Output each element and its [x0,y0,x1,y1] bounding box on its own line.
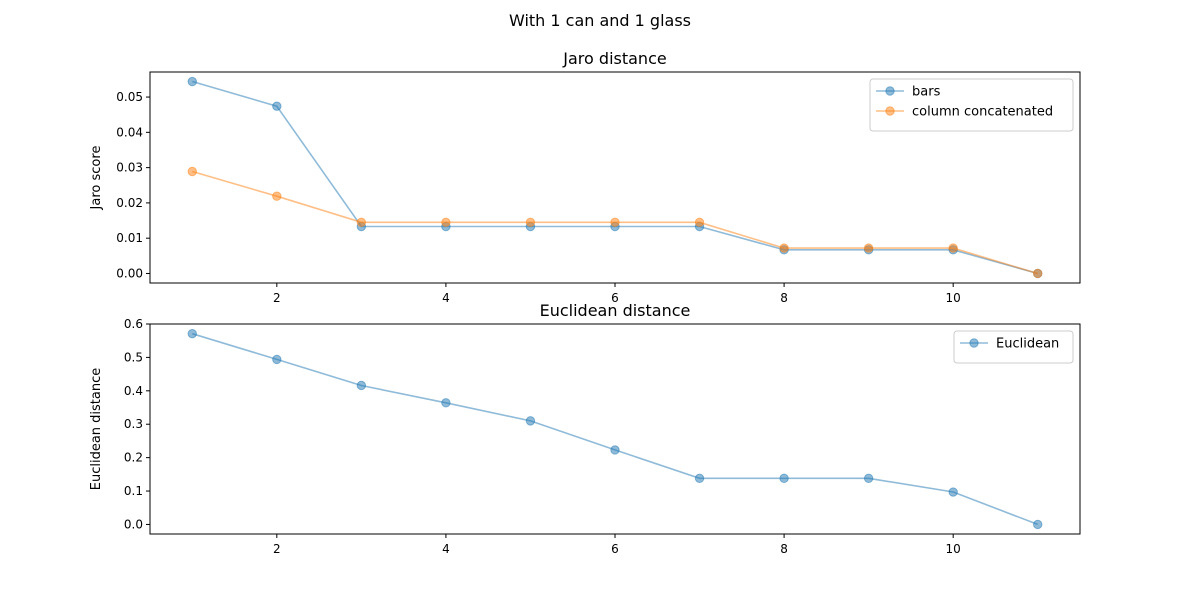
euclidean-legend-marker [969,338,979,348]
euclidean-title: Euclidean distance [540,301,691,320]
jaro-data-point [272,191,282,201]
euclidean-data-point [272,354,282,365]
euclidean-data-point [356,380,367,391]
jaro-y-axis-label: Jaro score [89,146,104,211]
jaro-y-tick-label: 0.04 [116,125,143,139]
jaro-data-point [948,243,958,253]
jaro-data-point [272,101,282,111]
jaro-series-1 [187,166,1043,279]
euclidean-axes-frame [149,323,1081,535]
euclidean-data-point [863,473,874,484]
jaro-data-point [187,166,197,177]
euclidean-y-tick-label: 0.0 [124,517,143,531]
jaro-y-tick-label: 0.03 [116,161,143,175]
euclidean-x-tick-label: 4 [442,542,450,556]
euclidean-y-tick-label: 0.4 [124,384,143,398]
jaro-y-tick-label: 0.05 [116,90,143,104]
euclidean-data-point [779,473,789,484]
jaro-legend: bars column concatenated [869,78,1074,132]
figure-suptitle: With 1 can and 1 glass [509,11,691,30]
euclidean-data-point [610,445,620,455]
jaro-legend-label: column concatenated [912,105,1053,120]
euclidean-y-tick-label: 0.6 [124,317,143,331]
jaro-data-point [863,243,874,253]
jaro-y-tick-label: 0.01 [116,231,143,245]
jaro-subplot: Jaro distance 2 4 6 8 10 0.00 0.01 0.02 0.03 0.04 0… [89,49,1081,305]
euclidean-y-tick-label: 0.3 [124,417,143,431]
euclidean-y-axis-label: Euclidean distance [89,368,104,491]
euclidean-series-line [192,332,1038,526]
jaro-data-point [441,217,451,228]
jaro-data-point [187,76,197,87]
jaro-y-tick-label: 0.02 [116,196,143,210]
jaro-x-tick-label: 4 [442,291,450,305]
jaro-x-tick-label: 10 [946,291,961,305]
euclidean-series-0 [187,328,1043,530]
euclidean-y-tick-label: 0.5 [124,350,143,364]
jaro-x-tick-label: 2 [273,291,281,305]
jaro-title: Jaro distance [562,49,666,68]
euclidean-x-tick-label: 2 [273,542,281,556]
jaro-legend-marker [885,106,895,116]
euclidean-y-tick-label: 0.2 [124,451,143,465]
jaro-data-point [525,217,536,228]
euclidean-x-tick-label: 10 [946,542,961,556]
euclidean-y-tick-label: 0.1 [124,484,143,498]
jaro-legend-marker [885,86,895,96]
euclidean-x-tick-label: 6 [611,542,619,556]
jaro-data-point [356,217,367,228]
jaro-x-tick-label: 6 [611,291,619,305]
jaro-data-point [610,217,620,228]
euclidean-legend: Euclidean [953,330,1074,364]
euclidean-data-point [694,473,705,484]
euclidean-legend-label: Euclidean [996,337,1059,352]
euclidean-data-point [948,487,958,497]
euclidean-legend-frame [953,330,1074,364]
jaro-x-tick-label: 8 [780,291,788,305]
jaro-data-point [779,243,789,253]
jaro-data-point [694,217,705,228]
euclidean-data-point [525,416,536,426]
euclidean-x-tick-label: 8 [780,542,788,556]
jaro-y-tick-label: 0.00 [116,266,143,280]
jaro-data-point [1033,268,1043,279]
euclidean-data-point [441,398,451,408]
euclidean-data-point [187,328,197,339]
jaro-legend-label: bars [912,85,941,100]
euclidean-subplot: Euclidean distance 2 4 6 8 10 0.0 0.1 0.2 0.3 0.4 0… [89,301,1081,556]
jaro-legend-frame [869,78,1074,132]
euclidean-data-point [1033,519,1043,530]
